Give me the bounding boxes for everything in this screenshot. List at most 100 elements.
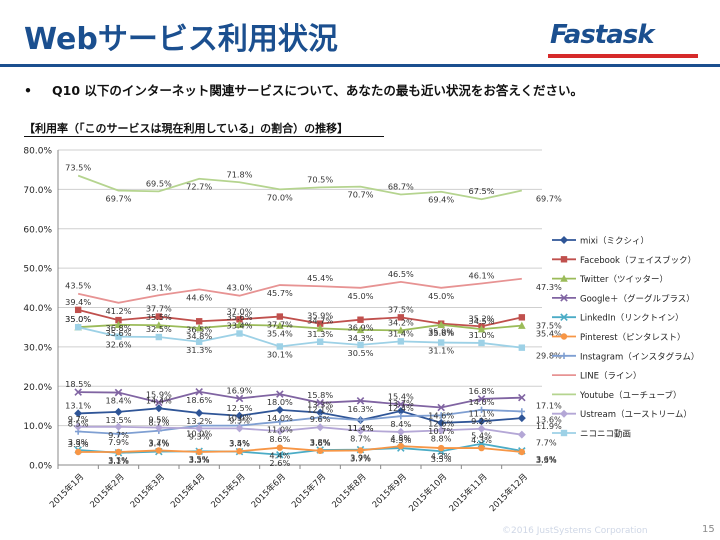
data-label: 36.5% xyxy=(186,324,212,334)
series-0 xyxy=(74,404,526,427)
data-point xyxy=(560,294,568,302)
data-point xyxy=(74,388,82,396)
y-tick-label: 70.0% xyxy=(23,186,52,196)
data-label: 9.6% xyxy=(310,414,331,424)
data-label: 31.3% xyxy=(307,329,333,339)
data-label: 8.4% xyxy=(390,419,411,429)
data-label: 36.9% xyxy=(347,323,373,333)
data-point xyxy=(195,424,204,433)
data-point xyxy=(356,325,365,334)
data-label: 30.1% xyxy=(267,349,293,359)
data-point xyxy=(276,450,284,459)
data-label: 34.2% xyxy=(388,317,414,327)
data-label: 7.9% xyxy=(108,437,129,447)
legend-label: Twitter（ツイッター） xyxy=(579,274,668,285)
data-point xyxy=(560,429,568,437)
legend-item: LINE（ライン） xyxy=(552,371,641,382)
data-point xyxy=(115,316,122,324)
legend-item: LinkedIn（リンクトイン） xyxy=(552,313,684,324)
data-label: 14.0% xyxy=(267,413,293,423)
data-label: 34.8% xyxy=(186,331,212,341)
data-label: 13.1% xyxy=(65,400,91,410)
data-point xyxy=(236,330,243,337)
data-label: 3.3% xyxy=(536,455,557,465)
data-point xyxy=(195,318,203,325)
data-label: 35.9% xyxy=(428,327,454,337)
bullet: • xyxy=(24,83,32,98)
series-line xyxy=(78,408,522,435)
data-point xyxy=(155,313,163,320)
series-line xyxy=(77,326,522,349)
legend-item: mixi（ミクシィ） xyxy=(552,236,649,247)
data-label: 3.8% xyxy=(310,437,331,447)
legend-item: Google＋（グーグルプラス） xyxy=(552,293,695,304)
y-tick-label: 60.0% xyxy=(23,225,52,235)
data-label: 45.0% xyxy=(347,291,373,301)
series-line xyxy=(78,442,522,456)
data-label: 73.5% xyxy=(65,163,91,173)
data-point xyxy=(477,424,486,433)
data-point xyxy=(357,316,364,323)
legend-item: Youtube（ユーチューブ） xyxy=(552,390,682,401)
data-point xyxy=(236,316,243,323)
data-point xyxy=(195,409,204,418)
data-label: 16.9% xyxy=(226,385,252,395)
data-label: 35.6% xyxy=(105,328,131,338)
series-3 xyxy=(74,387,526,412)
x-tick-label: 2015年9月 xyxy=(370,471,409,510)
data-label: 39.4% xyxy=(65,297,91,307)
data-label: 32.6% xyxy=(105,340,131,350)
data-label: 35.6% xyxy=(226,312,252,322)
data-point xyxy=(235,394,244,403)
y-tick-label: 0.0% xyxy=(29,462,52,472)
data-label: 44.6% xyxy=(186,292,212,302)
data-point xyxy=(276,418,284,425)
data-label: 32.5% xyxy=(146,324,172,334)
data-label: 18.6% xyxy=(186,395,212,405)
data-label: 3.4% xyxy=(148,439,169,449)
x-tick-label: 2015年3月 xyxy=(128,471,167,510)
data-label: 10.7% xyxy=(428,426,454,436)
data-label: 3.1% xyxy=(108,456,129,466)
data-label: 34.7% xyxy=(307,315,333,325)
data-label: 46.5% xyxy=(388,269,414,279)
data-label: 9.3% xyxy=(189,431,210,441)
data-label: 46.1% xyxy=(468,270,494,280)
data-label: 18.4% xyxy=(105,396,131,406)
series-6 xyxy=(74,406,526,438)
legend-label: ニコニコ動画 xyxy=(580,429,631,440)
data-label: 68.7% xyxy=(388,181,414,191)
series-7 xyxy=(77,277,522,304)
data-point xyxy=(437,444,445,452)
data-point xyxy=(357,447,364,454)
data-label: 4.3% xyxy=(471,435,492,445)
data-point xyxy=(316,320,324,327)
header-divider xyxy=(0,64,720,67)
data-point xyxy=(195,387,203,396)
data-label: 3.8% xyxy=(68,437,89,447)
data-label: 7.7% xyxy=(536,438,557,448)
data-label: 10.0% xyxy=(226,413,252,423)
data-label: 30.5% xyxy=(347,348,373,358)
data-point xyxy=(397,400,405,409)
data-point xyxy=(560,313,568,321)
data-point xyxy=(397,412,405,420)
data-point xyxy=(195,448,203,456)
data-label: 8.5% xyxy=(68,419,89,429)
data-point xyxy=(477,325,486,333)
data-point xyxy=(235,320,244,329)
data-point xyxy=(74,306,82,314)
legend-label: Instagram（インスタグラム） xyxy=(580,351,699,362)
logo-underline xyxy=(548,54,698,58)
x-tick-label: 2015年4月 xyxy=(168,471,207,510)
data-label: 3.6% xyxy=(536,454,557,464)
x-tick-label: 2015年8月 xyxy=(330,471,369,510)
data-point xyxy=(560,352,568,359)
data-label: 11.4% xyxy=(347,423,373,433)
data-label: 37.7% xyxy=(267,320,293,330)
data-label: 11.4% xyxy=(347,423,373,433)
data-point xyxy=(154,404,163,413)
legend-item: Twitter（ツイッター） xyxy=(552,274,668,285)
data-point xyxy=(154,423,163,432)
data-point xyxy=(114,407,123,416)
